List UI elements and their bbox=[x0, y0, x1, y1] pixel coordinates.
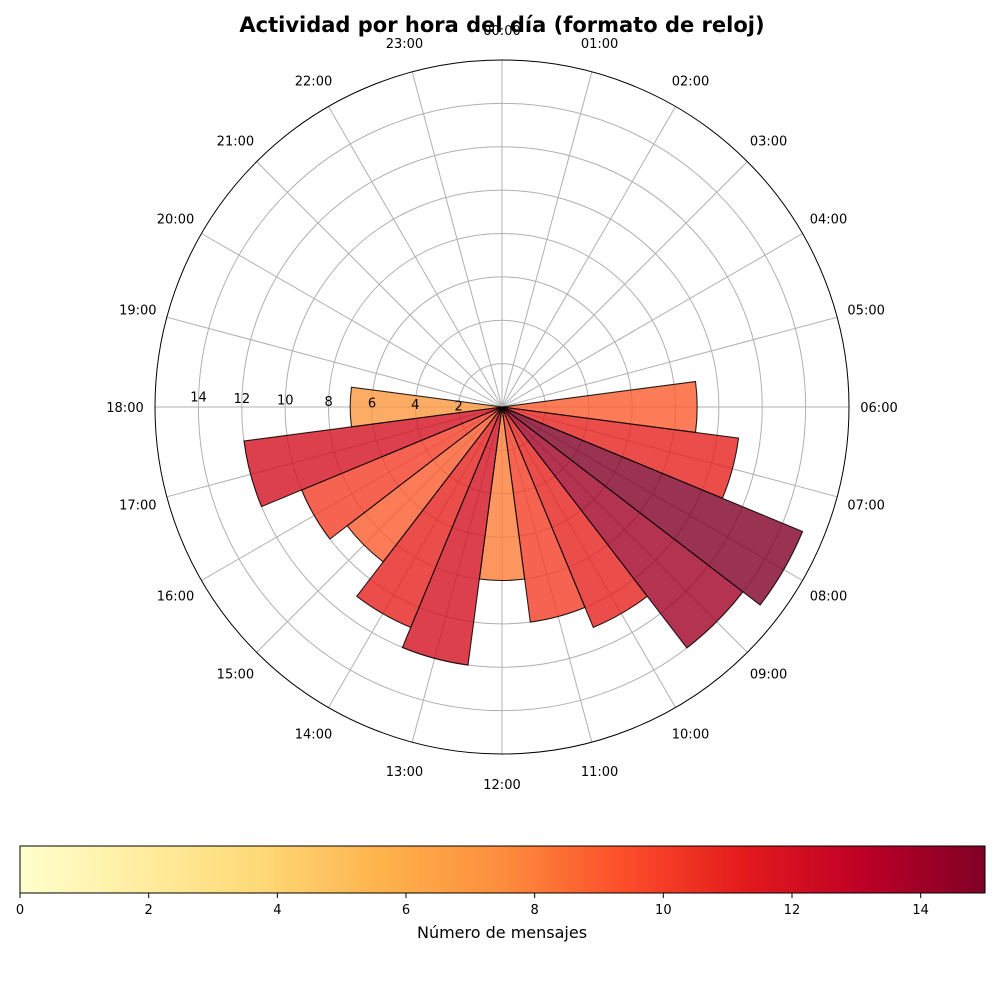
bars bbox=[243, 380, 804, 666]
hour-label: 12:00 bbox=[483, 778, 520, 793]
hour-label: 07:00 bbox=[847, 499, 884, 514]
colorbar-tick-label: 0 bbox=[16, 903, 24, 918]
bar-09:00 bbox=[501, 406, 744, 649]
radial-tick-label: 14 bbox=[190, 390, 207, 405]
angular-gridline bbox=[201, 233, 503, 408]
bar-18:00 bbox=[349, 386, 503, 428]
hour-label: 15:00 bbox=[217, 668, 254, 683]
radial-tick-label: 10 bbox=[277, 393, 294, 408]
angular-gridline bbox=[256, 161, 503, 408]
bar-08:00 bbox=[501, 406, 804, 606]
hour-label: 21:00 bbox=[217, 134, 254, 149]
hour-label: 20:00 bbox=[157, 213, 194, 228]
radial-tick-label: 2 bbox=[455, 399, 463, 414]
angular-gridline bbox=[501, 106, 676, 408]
angular-gridline bbox=[328, 106, 503, 408]
hour-label: 01:00 bbox=[581, 37, 618, 52]
radial-tick-labels: 2 4 6 8 10 12 14 bbox=[190, 390, 463, 414]
radial-tick-label: 12 bbox=[234, 392, 251, 407]
hour-label: 23:00 bbox=[386, 37, 423, 52]
chart-title: Actividad por hora del día (formato de r… bbox=[239, 13, 764, 37]
bar-10:00 bbox=[501, 406, 648, 629]
hour-label: 10:00 bbox=[672, 727, 709, 742]
hour-label: 14:00 bbox=[295, 727, 332, 742]
colorbar-gradient bbox=[19, 845, 986, 894]
hour-label: 17:00 bbox=[119, 499, 156, 514]
hour-label: 05:00 bbox=[847, 303, 884, 318]
bar-11:00 bbox=[501, 406, 586, 623]
hour-label: 08:00 bbox=[810, 590, 847, 605]
hour-label: 22:00 bbox=[295, 75, 332, 90]
colorbar-ticks: 0 2 4 6 8 10 12 14 bbox=[16, 893, 929, 918]
angular-gridline bbox=[501, 233, 803, 408]
colorbar-tick-label: 6 bbox=[402, 903, 410, 918]
colorbar-tick-label: 12 bbox=[784, 903, 801, 918]
hour-label: 09:00 bbox=[750, 668, 787, 683]
angular-gridline bbox=[501, 161, 748, 408]
hour-label: 00:00 bbox=[483, 24, 520, 39]
bar-13:00 bbox=[401, 406, 503, 666]
hour-label: 03:00 bbox=[750, 134, 787, 149]
colorbar-tick-label: 10 bbox=[655, 903, 672, 918]
bar-17:00 bbox=[243, 406, 503, 508]
angular-gridline bbox=[501, 71, 593, 408]
hour-label: 11:00 bbox=[581, 765, 618, 780]
angular-gridline bbox=[166, 316, 503, 408]
polar-outline bbox=[154, 59, 850, 755]
colorbar-tick-label: 4 bbox=[273, 903, 281, 918]
hour-label: 06:00 bbox=[860, 401, 897, 416]
hour-label: 18:00 bbox=[106, 401, 143, 416]
hour-label: 02:00 bbox=[672, 75, 709, 90]
colorbar-tick-label: 14 bbox=[912, 903, 929, 918]
hour-label: 04:00 bbox=[810, 213, 847, 228]
angular-gridline bbox=[501, 316, 838, 408]
hour-label: 16:00 bbox=[157, 590, 194, 605]
colorbar-tick-label: 2 bbox=[145, 903, 153, 918]
colorbar-tick-label: 8 bbox=[531, 903, 539, 918]
hour-label: 19:00 bbox=[119, 303, 156, 318]
radial-tick-label: 4 bbox=[411, 398, 419, 413]
hour-labels: 00:00 01:00 02:00 03:00 04:00 05:00 06:00 07:00… bbox=[106, 24, 897, 793]
colorbar: 0 2 4 6 8 10 12 14 Número de mensajes bbox=[16, 845, 986, 942]
hour-label: 13:00 bbox=[386, 765, 423, 780]
angular-gridline bbox=[411, 71, 503, 408]
bar-14:00 bbox=[356, 406, 503, 629]
radial-tick-label: 8 bbox=[324, 395, 332, 410]
radial-tick-label: 6 bbox=[368, 396, 376, 411]
colorbar-label: Número de mensajes bbox=[417, 923, 587, 942]
